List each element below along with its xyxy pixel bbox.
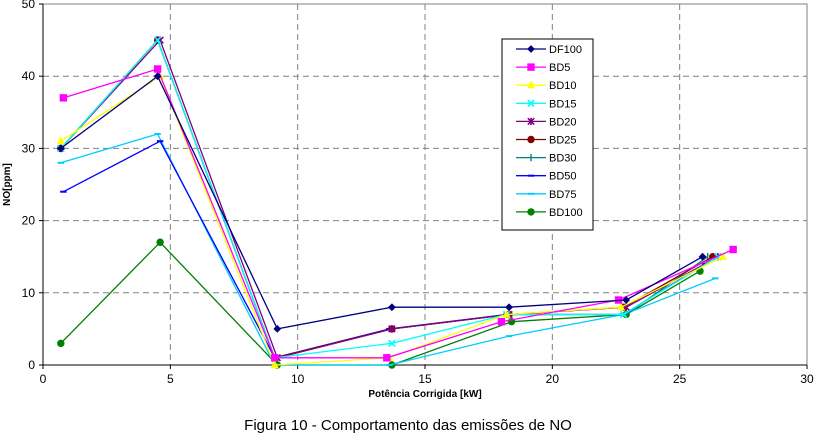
x-tick-label: 15 [418,372,432,386]
data-point [270,360,279,369]
legend-item-bd25: BD25 [516,135,577,147]
legend-item-bd75: BD75 [516,189,577,201]
data-point [153,36,162,44]
legend-label: BD30 [549,153,577,165]
data-point [505,303,513,312]
data-point [56,136,65,145]
x-tick-label: 30 [800,372,814,386]
tick-labels: 0 5 10 15 20 25 30 0 10 20 30 40 50 [22,0,814,386]
x-tick-label: 5 [167,372,174,386]
data-point [153,65,162,73]
data-point [383,354,391,362]
data-point [153,72,162,81]
legend-label: BD15 [549,98,577,110]
legend-item-bd15: BD15 [516,98,577,110]
legend-label: BD10 [549,80,577,92]
legend-label: DF100 [549,44,582,56]
data-point [526,80,536,89]
data-point [156,238,164,246]
y-tick-label: 50 [22,0,36,11]
data-point [698,252,707,261]
legend-label: BD5 [549,62,570,74]
data-point [718,251,727,260]
data-point [388,325,396,333]
legend-label: BD50 [549,171,577,183]
data-point [273,324,282,333]
legend-item-bd100: BD100 [516,207,583,219]
data-point [527,63,535,71]
data-point [527,45,535,53]
data-point [527,99,535,108]
y-tick-label: 10 [22,286,36,300]
x-tick-label: 0 [40,372,47,386]
data-point [527,135,535,144]
data-point [729,245,737,254]
series-lines [56,36,737,369]
data-point [271,354,279,362]
grid-lines [43,4,807,365]
y-tick-label: 20 [22,214,36,228]
legend-label: BD75 [549,189,577,201]
data-point [57,339,65,348]
data-point [527,208,535,216]
y-tick-label: 30 [22,141,36,155]
data-point [527,117,535,126]
data-point [59,94,68,102]
legend-item-bd30: BD30 [516,153,577,165]
data-point [617,302,626,311]
legend-item-bd5: BD5 [516,62,570,74]
legend-label: BD25 [549,135,577,147]
legend-item-bd50: BD50 [516,171,577,183]
data-point [387,303,396,312]
data-point [619,310,628,319]
legend: DF100 BD5 BD10 BD15 BD20 BD25 BD30 BD50 BD75 BD10… [501,38,594,231]
x-tick-label: 10 [291,372,305,386]
y-axis-title: NO[ppm] [2,163,13,206]
legend-label: BD100 [549,207,583,219]
series-df100 [56,72,707,333]
legend-label: BD20 [549,116,577,128]
x-axis-title: Potência Corrigida [kW] [368,389,481,400]
figure-caption: Figura 10 - Comportamento das emissões d… [244,417,572,434]
data-point [622,296,631,304]
data-point [56,144,65,153]
data-point [388,339,396,348]
x-tick-label: 25 [673,372,687,386]
x-tick-label: 20 [546,372,560,386]
data-point [497,317,506,326]
y-tick-label: 0 [28,358,35,372]
y-tick-label: 40 [22,69,36,83]
legend-item-bd10: BD10 [516,80,577,92]
legend-box [501,38,594,231]
legend-item-df100: DF100 [516,44,582,56]
legend-item-bd20: BD20 [516,116,577,128]
data-point [502,309,511,318]
